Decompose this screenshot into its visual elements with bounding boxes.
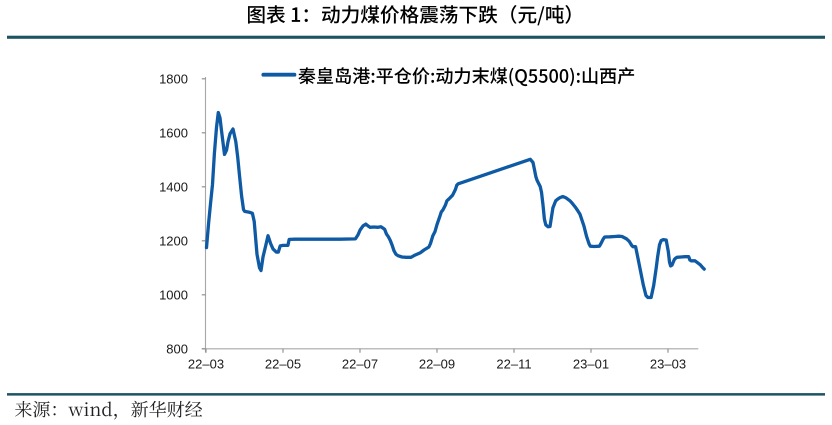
svg-text:1600: 1600 bbox=[159, 125, 188, 140]
svg-text:22–07: 22–07 bbox=[342, 357, 378, 372]
svg-text:1000: 1000 bbox=[159, 287, 188, 302]
svg-text:1800: 1800 bbox=[159, 71, 188, 86]
svg-text:22–03: 22–03 bbox=[188, 357, 224, 372]
svg-text:23–03: 23–03 bbox=[650, 357, 686, 372]
svg-text:22–05: 22–05 bbox=[265, 357, 301, 372]
svg-text:1400: 1400 bbox=[159, 179, 188, 194]
svg-text:23–01: 23–01 bbox=[573, 357, 609, 372]
svg-text:22–09: 22–09 bbox=[419, 357, 455, 372]
svg-text:1200: 1200 bbox=[159, 233, 188, 248]
svg-text:22–11: 22–11 bbox=[496, 357, 531, 372]
svg-text:800: 800 bbox=[166, 341, 188, 356]
